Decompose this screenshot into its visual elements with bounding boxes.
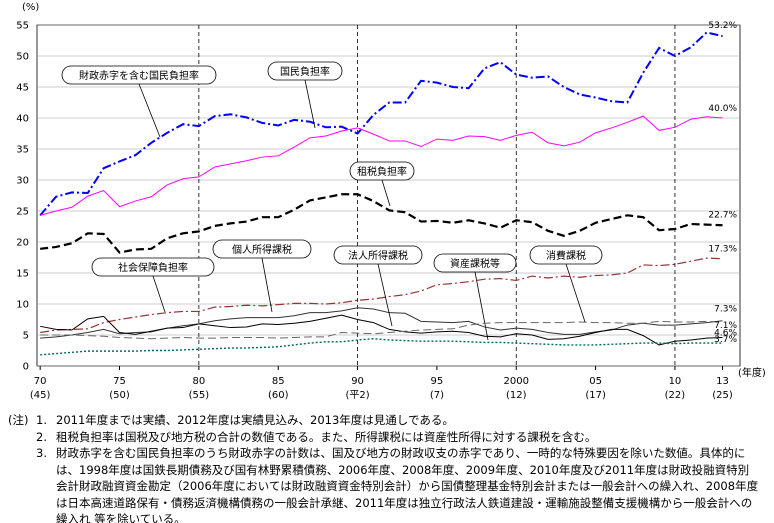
value-label: 22.7% xyxy=(708,210,737,220)
y-tick-label: 0 xyxy=(23,362,29,373)
series-line xyxy=(40,115,723,216)
x-tick-label: 13 xyxy=(716,376,729,387)
x-tick-sublabel: (25) xyxy=(712,390,733,401)
y-tick-label: 10 xyxy=(16,300,29,311)
callout-leader xyxy=(474,271,489,341)
legend-label: 資産課税等 xyxy=(450,257,500,270)
x-tick-sublabel: (22) xyxy=(665,390,686,401)
legend-label: 国民負担率 xyxy=(280,65,330,78)
notes-title: (注) xyxy=(8,413,29,427)
x-tick-sublabel: (50) xyxy=(109,390,130,401)
x-tick-label: 2000 xyxy=(504,376,529,387)
legend-label: 個人所得課税 xyxy=(232,243,292,256)
legend-label: 財政赤字を含む国民負担率 xyxy=(79,69,199,82)
y-tick-label: 5 xyxy=(23,331,29,342)
x-tick-label: 05 xyxy=(589,376,602,387)
series-line xyxy=(40,314,723,346)
value-label: 40.0% xyxy=(708,104,737,114)
series-line xyxy=(39,31,723,216)
callout-leader xyxy=(377,263,393,327)
x-tick-label: 10 xyxy=(669,376,682,387)
x-tick-label: 70 xyxy=(34,376,47,387)
callout-leader xyxy=(304,79,316,129)
notes: (注) 1. 2011年度までは実績、2012年度は実績見込み、2013年度は見通し… xyxy=(0,412,774,523)
callout-leader xyxy=(565,263,586,323)
y-tick-label: 55 xyxy=(16,21,29,32)
callout-box xyxy=(529,245,603,265)
callout-leader xyxy=(138,83,161,138)
note: 2. 租税負担率は国税及び地方税の合計の数値である。また、所得課税には資産性所得に… xyxy=(0,429,760,446)
y-tick-label: 35 xyxy=(16,145,29,156)
callout-box xyxy=(91,257,215,277)
callout-leader xyxy=(152,275,166,313)
x-tick-sublabel: (平2) xyxy=(345,390,369,401)
series-line xyxy=(40,193,723,254)
y-tick-label: 15 xyxy=(16,269,29,280)
y-unit: (%) xyxy=(22,2,39,13)
x-tick-sublabel: (12) xyxy=(506,390,527,401)
series-line xyxy=(40,320,723,340)
callout-leader xyxy=(381,179,391,207)
value-label: 17.3% xyxy=(708,245,737,255)
legend-label: 消費課税 xyxy=(546,249,586,262)
note: 3. 財政赤字を含む国民負担率のうち財政赤字の計数は、国及び地方の財政収支の赤字で… xyxy=(0,445,760,523)
value-label: 53.2% xyxy=(708,21,737,31)
x-unit: (年度) xyxy=(738,366,766,379)
note-text: 財政赤字を含む国民負担率のうち財政赤字の計数は、国及び地方の財政収支の赤字であり… xyxy=(56,446,759,523)
y-tick-label: 45 xyxy=(16,83,29,94)
x-tick-sublabel: (60) xyxy=(268,390,289,401)
x-tick-label: 80 xyxy=(192,376,205,387)
note-marker: 1. xyxy=(36,413,47,427)
series-line xyxy=(40,257,723,334)
x-tick-sublabel: (7) xyxy=(430,390,444,401)
callout-box xyxy=(333,245,423,265)
x-tick-sublabel: (45) xyxy=(30,390,51,401)
y-tick-label: 50 xyxy=(16,52,29,63)
callout-box xyxy=(61,65,217,85)
x-tick-sublabel: (55) xyxy=(189,390,210,401)
y-tick-label: 30 xyxy=(16,176,29,187)
y-tick-label: 40 xyxy=(16,114,29,125)
callout-box xyxy=(349,161,415,181)
legend-label: 法人所得課税 xyxy=(348,249,408,262)
y-tick-label: 25 xyxy=(16,207,29,218)
note-marker: 3. xyxy=(36,446,47,460)
callout-box xyxy=(433,253,517,273)
chart: (%) (年度) 051015202530354045505570(45)75(… xyxy=(16,2,766,401)
y-tick-label: 20 xyxy=(16,238,29,249)
series-line xyxy=(40,338,723,356)
callout-leader xyxy=(261,257,273,313)
x-tick-label: 85 xyxy=(272,376,285,387)
x-tick-label: 75 xyxy=(113,376,126,387)
value-label: 4.6% xyxy=(714,328,737,338)
note-text: 租税負担率は国税及び地方税の合計の数値である。また、所得課税には資産性所得に対す… xyxy=(56,429,597,444)
callout-box xyxy=(267,61,343,81)
x-tick-sublabel: (17) xyxy=(585,390,606,401)
legend-label: 租税負担率 xyxy=(357,165,407,178)
notes-first: (注) 1. 2011年度までは実績、2012年度は実績見込み、2013年度は見通し… xyxy=(0,412,760,429)
value-label: 3.7% xyxy=(714,335,737,345)
x-tick-label: 90 xyxy=(351,376,364,387)
note-text: 2011年度までは実績、2012年度は実績見込み、2013年度は見通しである。 xyxy=(56,413,454,427)
callout-box xyxy=(212,239,312,259)
value-label: 7.3% xyxy=(714,305,737,315)
x-tick-label: 95 xyxy=(431,376,444,387)
note-marker: 2. xyxy=(36,429,47,444)
legend-label: 社会保障負担率 xyxy=(118,261,188,274)
value-label: 7.1% xyxy=(714,321,737,331)
